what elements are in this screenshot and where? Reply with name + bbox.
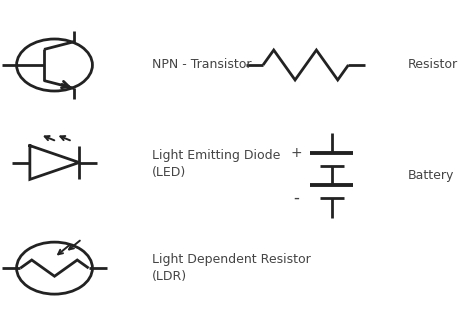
Text: -: - xyxy=(293,188,299,207)
Text: Resistor: Resistor xyxy=(408,58,458,72)
Text: Light Emitting Diode
(LED): Light Emitting Diode (LED) xyxy=(152,149,280,179)
Text: Light Dependent Resistor
(LDR): Light Dependent Resistor (LDR) xyxy=(152,253,310,283)
Text: Battery: Battery xyxy=(408,169,454,182)
Text: NPN - Transistor: NPN - Transistor xyxy=(152,58,251,72)
Text: +: + xyxy=(291,146,302,161)
